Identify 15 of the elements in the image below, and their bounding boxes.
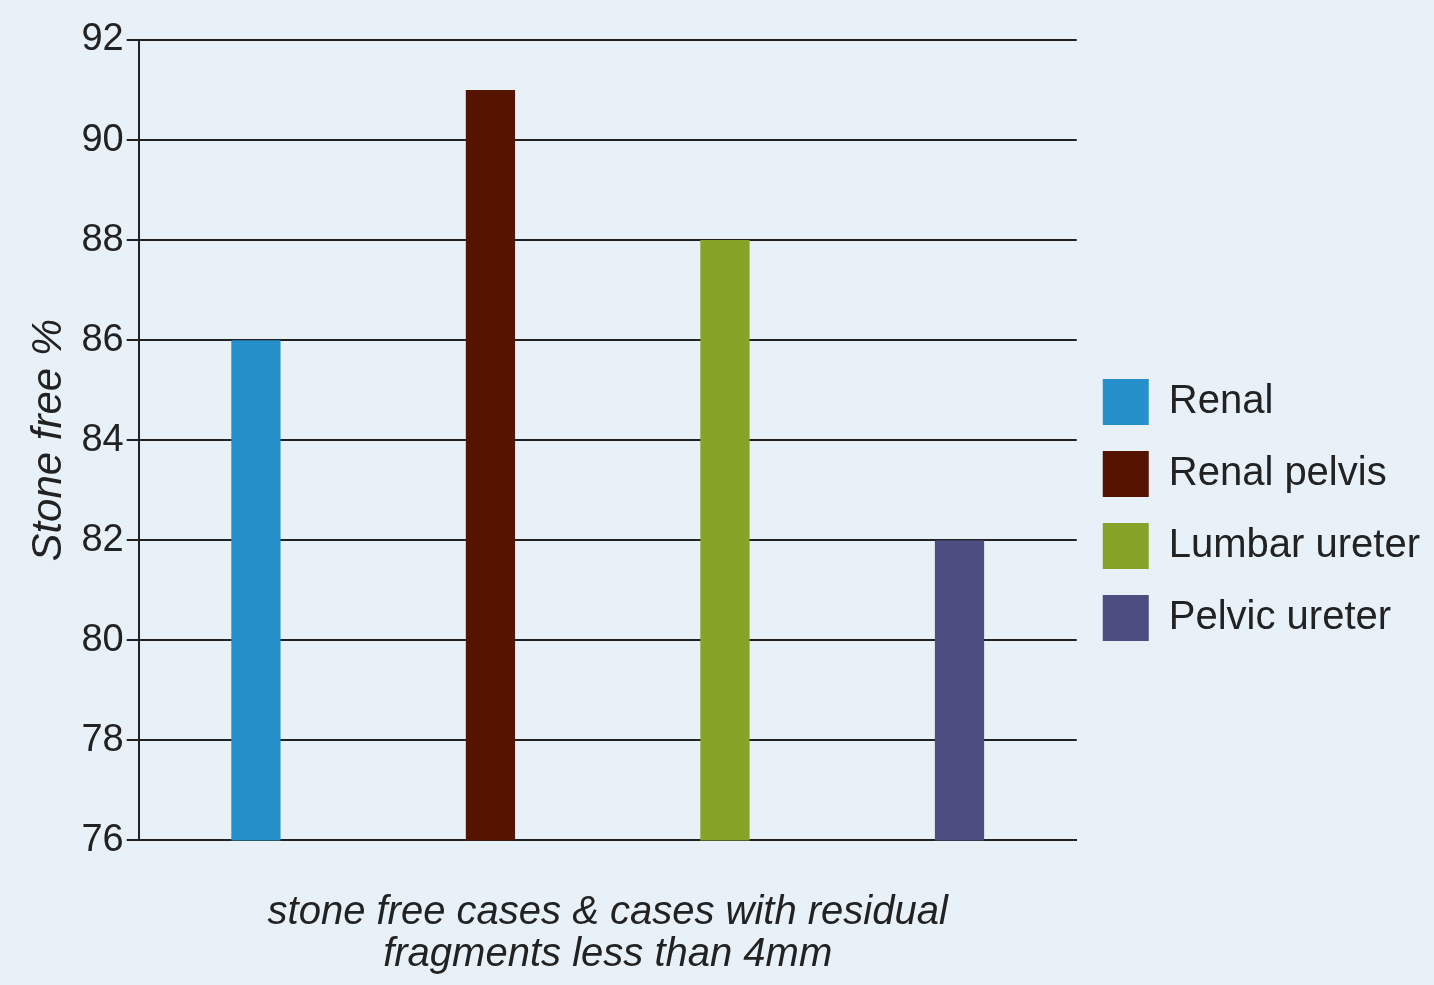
- legend-label: Renal: [1168, 377, 1274, 422]
- y-tick-label: 86: [81, 316, 124, 359]
- y-tick-label: 78: [81, 716, 124, 759]
- y-tick-label: 76: [81, 816, 124, 859]
- y-tick-label: 84: [81, 416, 124, 459]
- y-tick-label: 90: [81, 116, 124, 159]
- y-tick-label: 82: [81, 516, 124, 559]
- x-axis-title: stone free cases & cases with residual fragments less than 4mm: [267, 888, 949, 975]
- legend-label: Pelvic ureter: [1168, 593, 1392, 638]
- legend-label: Lumbar ureter: [1168, 521, 1420, 566]
- y-tick-label: 88: [81, 216, 124, 259]
- y-tick-label: 92: [81, 16, 124, 59]
- y-tick-label: 80: [81, 616, 124, 659]
- legend-label: Renal pelvis: [1168, 449, 1387, 494]
- y-axis-title: Stone free %: [22, 318, 70, 562]
